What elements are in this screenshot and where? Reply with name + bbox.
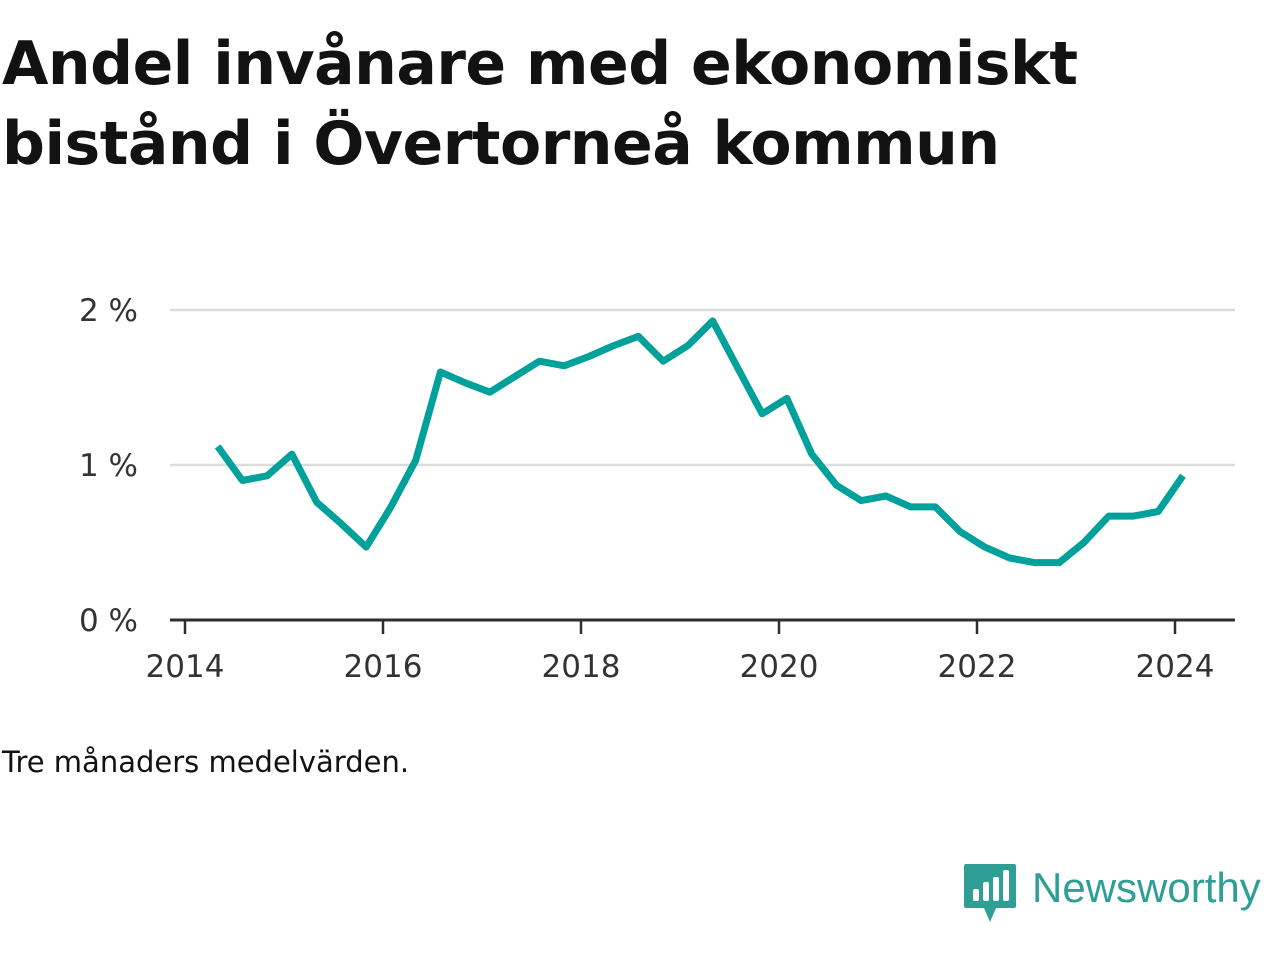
data-points — [217, 320, 1184, 564]
y-axis-ticks: 0 % 1 % 2 % — [79, 293, 138, 639]
x-tick-label: 2016 — [344, 649, 423, 685]
data-series-line — [214, 317, 1186, 567]
y-tick-label: 0 % — [79, 603, 138, 639]
brand-name: Newsworthy — [1032, 864, 1261, 911]
x-tick-label: 2014 — [146, 649, 225, 685]
x-tick-label: 2024 — [1136, 649, 1215, 685]
y-tick-label: 1 % — [79, 448, 138, 484]
x-tick-label: 2018 — [542, 649, 621, 685]
newsworthy-logo-icon — [964, 864, 1016, 922]
x-tick-label: 2020 — [740, 649, 819, 685]
gridlines — [170, 308, 1235, 467]
x-tick-label: 2022 — [938, 649, 1017, 685]
x-axis-ticks: 2014 2016 2018 2020 2022 2024 — [146, 620, 1215, 685]
y-tick-label: 2 % — [79, 293, 138, 329]
footnote: Tre månaders medelvärden. — [2, 745, 410, 779]
chart-title: Andel invånare med ekonomiskt bistånd i … — [2, 29, 1078, 179]
line-chart: 0 % 1 % 2 % 2014 2016 2018 2020 2022 2024 — [79, 293, 1235, 685]
newsworthy-brand: Newsworthy — [962, 862, 1278, 926]
